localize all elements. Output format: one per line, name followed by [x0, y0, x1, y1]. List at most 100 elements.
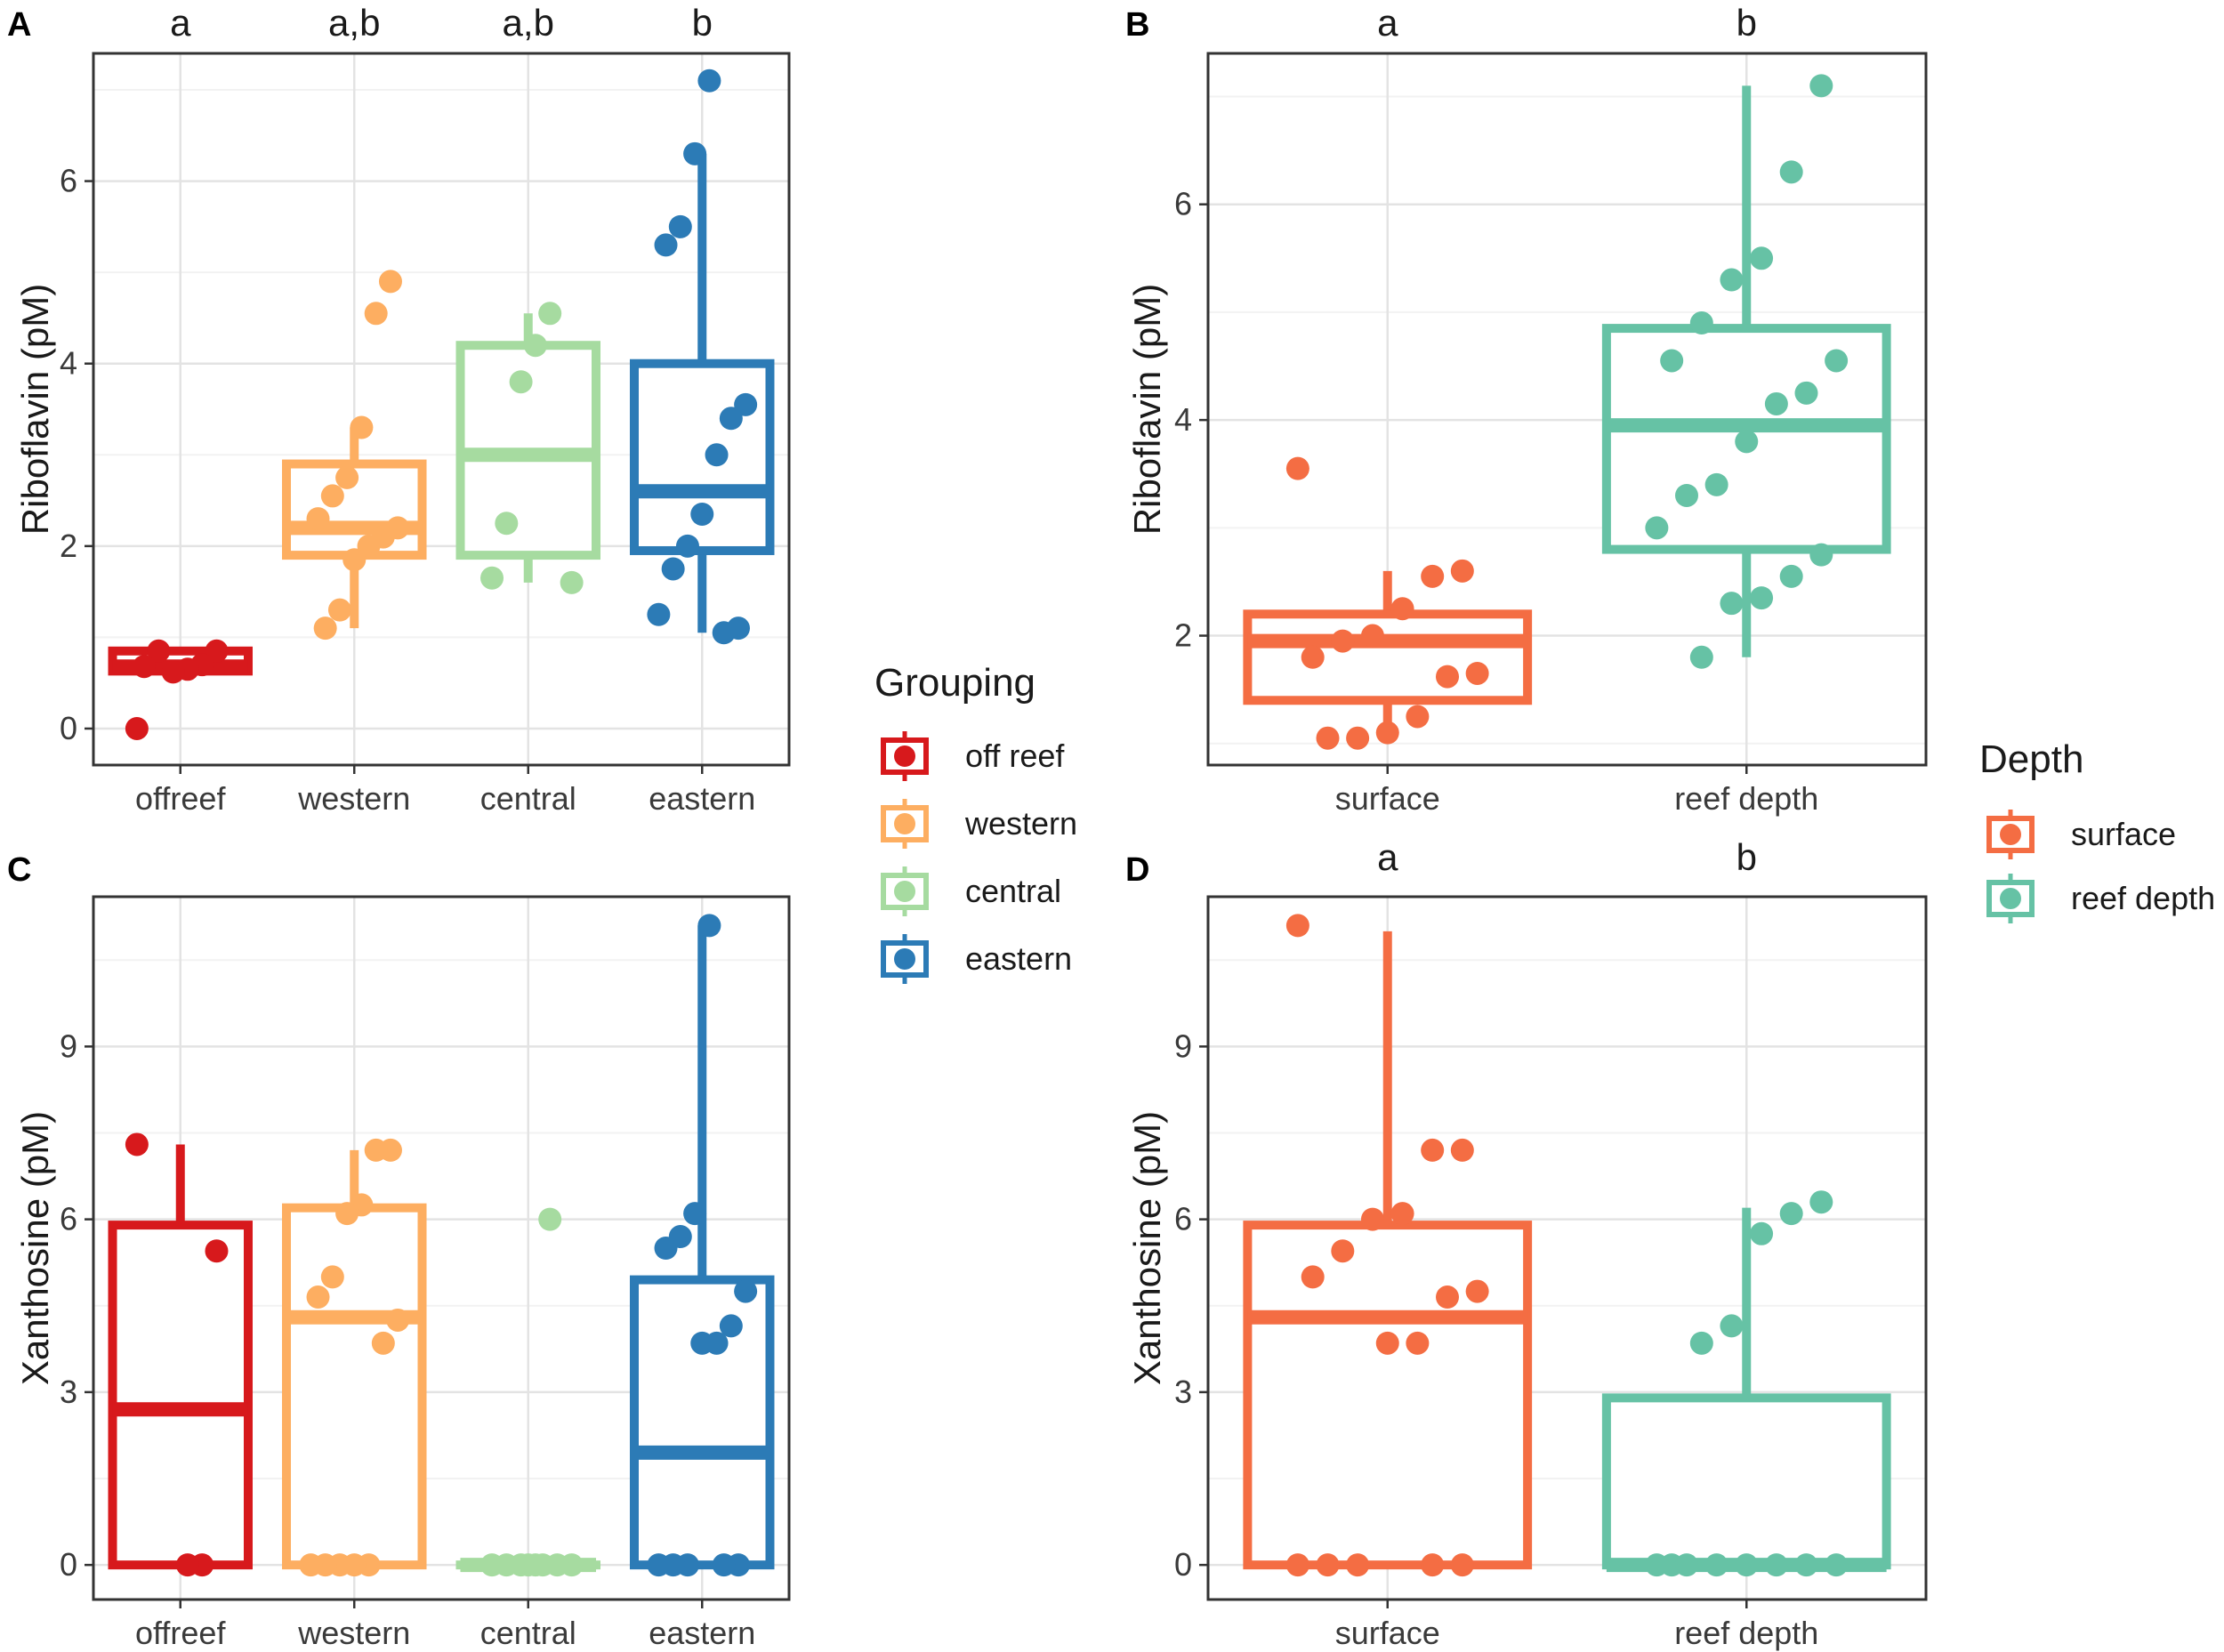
data-point	[516, 1553, 540, 1577]
data-point	[133, 655, 157, 679]
data-point	[1465, 1279, 1489, 1303]
data-point	[205, 1239, 229, 1263]
data-point	[1301, 1265, 1325, 1289]
data-point	[1375, 1331, 1399, 1355]
data-point	[335, 465, 359, 489]
data-point	[1720, 592, 1744, 616]
data-point	[675, 534, 699, 558]
data-point	[1660, 349, 1684, 373]
y-axis-title: Xanthosine (pM)	[1126, 1111, 1168, 1385]
panel-d-xanthosine-by-depth: 0 3 6 9 surface reef depth Xanthosine (pM) a b	[1126, 836, 1928, 1651]
data-point	[350, 415, 374, 439]
x-tick-label: western	[297, 780, 410, 817]
x-tick-label: reef depth	[1674, 780, 1818, 817]
y-tick-label: 6	[1174, 186, 1192, 222]
data-point	[1331, 629, 1355, 653]
y-axis-title: Riboflavin (pM)	[14, 284, 56, 535]
data-point	[712, 1553, 736, 1577]
data-point	[1720, 268, 1744, 292]
data-point	[1794, 1553, 1818, 1577]
data-point	[1750, 586, 1774, 610]
panel-letter-d: D	[1125, 851, 1149, 889]
data-point	[1450, 559, 1474, 583]
data-point	[480, 566, 504, 590]
y-tick-label: 3	[1174, 1374, 1192, 1410]
y-axis-title: Riboflavin (pM)	[1126, 284, 1168, 535]
data-point	[342, 548, 367, 572]
data-point	[299, 1553, 323, 1577]
legend-label: off reef	[965, 737, 1065, 774]
data-point	[1375, 721, 1399, 745]
data-point	[1436, 1285, 1459, 1310]
data-point	[386, 1308, 410, 1332]
x-tick-label: surface	[1335, 1615, 1440, 1651]
data-point	[1675, 483, 1698, 507]
data-point	[1779, 1202, 1803, 1226]
data-point	[1360, 624, 1384, 648]
data-point	[1764, 1553, 1788, 1577]
data-point	[371, 1331, 395, 1355]
plot-border	[92, 895, 791, 1601]
data-point	[1406, 705, 1430, 729]
data-point	[1809, 543, 1833, 567]
data-point	[1735, 430, 1759, 454]
data-point	[647, 602, 671, 626]
data-point	[647, 1553, 671, 1577]
legend-grouping-title: Grouping	[874, 661, 1035, 705]
data-point	[560, 570, 584, 594]
data-point	[1689, 311, 1713, 335]
data-point	[1436, 665, 1459, 689]
data-point	[306, 1285, 330, 1310]
panel-letter-c: C	[7, 851, 31, 889]
data-point	[697, 914, 721, 938]
data-point	[1645, 1553, 1669, 1577]
data-point	[1750, 246, 1774, 270]
y-tick-label: 2	[1174, 617, 1192, 654]
y-tick-label: 6	[60, 1201, 77, 1237]
box	[1601, 1393, 1891, 1570]
significance-letter: a	[1377, 836, 1398, 878]
data-point	[509, 370, 533, 394]
box	[630, 1275, 775, 1570]
data-point	[712, 621, 736, 645]
box	[1243, 609, 1533, 705]
x-tick-label: reef depth	[1674, 1615, 1818, 1651]
data-point	[335, 1202, 359, 1226]
data-point	[1809, 1190, 1833, 1214]
x-tick-label: eastern	[649, 1615, 755, 1651]
data-point	[1346, 1553, 1370, 1577]
box	[108, 1221, 253, 1570]
panel-c-xanthosine-by-grouping: 0 3 6 9 offreef western central eastern Xanthosi…	[14, 895, 791, 1651]
data-point	[1450, 1553, 1474, 1577]
legend-label: western	[964, 805, 1077, 842]
data-point	[1704, 1553, 1728, 1577]
data-point	[1825, 1553, 1849, 1577]
data-point	[364, 1138, 388, 1162]
legend-key	[881, 866, 929, 916]
y-tick-label: 4	[60, 345, 77, 382]
legend-grouping: Grouping off reef western central eastern	[874, 661, 1077, 984]
data-point	[1689, 645, 1713, 669]
data-point	[1390, 597, 1414, 621]
data-point	[538, 302, 562, 326]
data-point	[175, 1553, 199, 1577]
data-point	[1316, 726, 1340, 750]
x-tick-label: surface	[1335, 780, 1440, 817]
data-point	[1346, 726, 1370, 750]
data-point	[1421, 1138, 1445, 1162]
data-point	[1704, 472, 1728, 496]
data-point	[1779, 160, 1803, 184]
box	[1243, 1221, 1533, 1570]
data-point	[147, 639, 171, 663]
plot-border	[1206, 895, 1928, 1601]
data-point	[1809, 74, 1833, 98]
legend-key	[1986, 810, 2035, 859]
data-point	[357, 534, 381, 558]
data-point	[1675, 1553, 1698, 1577]
data-point	[125, 716, 149, 740]
data-point	[538, 1207, 562, 1231]
significance-letter: b	[692, 2, 713, 44]
x-tick-label: eastern	[649, 780, 755, 817]
y-tick-label: 9	[1174, 1027, 1192, 1064]
